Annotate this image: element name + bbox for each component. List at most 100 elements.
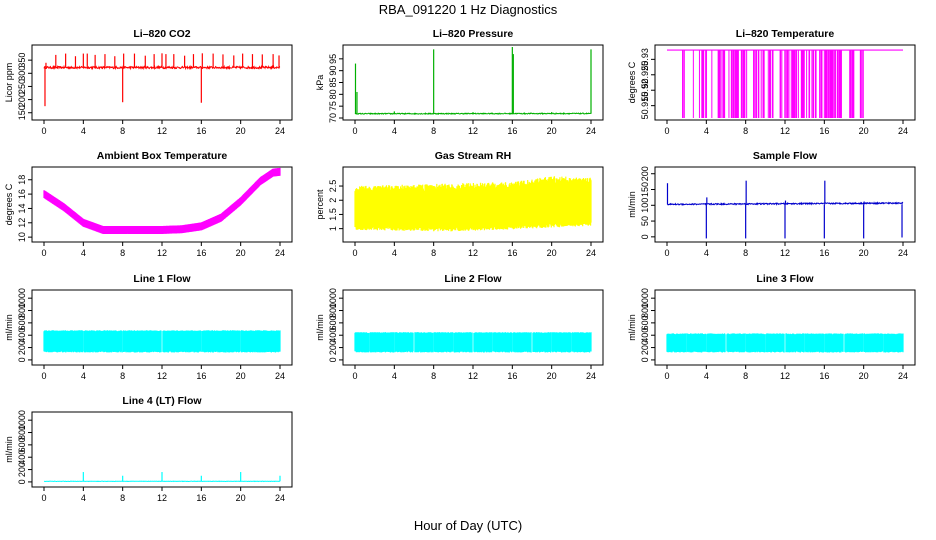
data-series-band <box>43 330 281 353</box>
x-tick-label: 12 <box>780 248 790 258</box>
x-tick-label: 0 <box>352 248 357 258</box>
x-tick-label: 24 <box>275 371 285 381</box>
y-tick-label: 250 <box>17 79 27 94</box>
x-tick-label: 16 <box>196 248 206 258</box>
y-tick-label: 200 <box>640 340 650 355</box>
chart-title: Line 1 Flow <box>133 273 191 285</box>
x-tick-label: 4 <box>704 126 709 136</box>
y-tick-label: 1 <box>328 226 338 231</box>
y-tick-label: 85 <box>328 77 338 87</box>
y-tick-label: 600 <box>17 315 27 330</box>
y-tick-label: 50.915 <box>640 92 650 120</box>
y-tick-label: 400 <box>17 328 27 343</box>
y-tick-label: 1000 <box>17 288 27 308</box>
x-tick-label: 0 <box>664 371 669 381</box>
x-tick-label: 4 <box>81 493 86 503</box>
x-tick-label: 8 <box>743 126 748 136</box>
x-tick-label: 16 <box>507 126 517 136</box>
x-tick-label: 20 <box>236 126 246 136</box>
y-tick-label: 50.925 <box>640 61 650 89</box>
x-tick-label: 20 <box>236 371 246 381</box>
y-axis-label: ml/min <box>4 436 14 463</box>
y-tick-label: 800 <box>17 425 27 440</box>
y-tick-label: 50.93 <box>640 48 650 71</box>
y-tick-label: 800 <box>328 303 338 318</box>
y-tick-label: 0 <box>640 234 650 239</box>
x-tick-label: 8 <box>743 248 748 258</box>
data-series-band <box>354 176 592 232</box>
x-tick-label: 0 <box>352 126 357 136</box>
y-tick-label: 1000 <box>17 410 27 430</box>
chart-panel-2: Li–820 Temperature degrees C 0 4 8 12 16 20 24 50… <box>627 28 916 136</box>
y-tick-label: 150 <box>640 182 650 197</box>
y-tick-label: 300 <box>17 66 27 81</box>
x-tick-label: 0 <box>41 126 46 136</box>
x-tick-label: 0 <box>41 371 46 381</box>
y-axis-label: percent <box>315 189 325 220</box>
x-tick-label: 20 <box>236 248 246 258</box>
x-tick-label: 20 <box>859 248 869 258</box>
x-tick-label: 16 <box>507 248 517 258</box>
y-tick-label: 16 <box>17 189 27 199</box>
y-tick-label: 2.5 <box>328 180 338 193</box>
y-tick-label: 18 <box>17 175 27 185</box>
y-axis-label: ml/min <box>627 191 637 218</box>
data-series-band <box>666 333 904 353</box>
chart-title: Ambient Box Temperature <box>97 150 228 162</box>
x-tick-label: 4 <box>81 371 86 381</box>
x-tick-label: 4 <box>704 248 709 258</box>
y-tick-label: 50 <box>640 216 650 226</box>
y-tick-label: 800 <box>17 303 27 318</box>
x-tick-label: 24 <box>275 126 285 136</box>
x-tick-label: 24 <box>586 126 596 136</box>
x-tick-label: 12 <box>157 248 167 258</box>
y-tick-label: 600 <box>328 315 338 330</box>
chart-title: Gas Stream RH <box>435 150 511 162</box>
data-series-band <box>43 167 281 234</box>
x-tick-label: 4 <box>392 248 397 258</box>
x-tick-label: 16 <box>819 248 829 258</box>
x-tick-label: 20 <box>547 126 557 136</box>
x-tick-label: 8 <box>743 371 748 381</box>
chart-panel-7: Line 2 Flow ml/min 0 4 8 12 16 20 24 0 20040060080… <box>315 273 604 381</box>
x-tick-label: 12 <box>468 126 478 136</box>
x-tick-label: 8 <box>120 126 125 136</box>
x-tick-label: 24 <box>898 126 908 136</box>
y-axis-label: ml/min <box>627 314 637 341</box>
x-tick-label: 8 <box>120 371 125 381</box>
y-tick-label: 200 <box>17 92 27 107</box>
y-axis-label: kPa <box>315 75 325 91</box>
x-tick-label: 16 <box>196 126 206 136</box>
x-tick-label: 0 <box>352 371 357 381</box>
y-tick-label: 2 <box>328 198 338 203</box>
x-tick-label: 4 <box>392 371 397 381</box>
y-tick-label: 70 <box>328 113 338 123</box>
y-tick-label: 0 <box>17 479 27 484</box>
x-tick-label: 20 <box>859 371 869 381</box>
x-tick-label: 24 <box>275 248 285 258</box>
y-tick-label: 12 <box>17 218 27 228</box>
x-tick-label: 20 <box>859 126 869 136</box>
x-tick-label: 20 <box>547 248 557 258</box>
y-tick-label: 200 <box>328 340 338 355</box>
x-tick-label: 24 <box>898 248 908 258</box>
y-tick-label: 1000 <box>640 288 650 308</box>
x-tick-label: 24 <box>586 371 596 381</box>
chart-panel-6: Line 1 Flow ml/min 0 4 8 12 16 20 24 0 20040060080… <box>4 273 293 381</box>
chart-panel-4: Gas Stream RH percent 0 4 8 12 16 20 24 1 1.5 2 2.5 <box>315 150 604 258</box>
x-tick-label: 0 <box>41 493 46 503</box>
x-tick-label: 4 <box>392 126 397 136</box>
plot-frame <box>342 289 604 366</box>
y-tick-label: 10 <box>17 232 27 242</box>
y-tick-label: 1.5 <box>328 208 338 221</box>
y-axis-label: degrees C <box>4 183 14 225</box>
y-tick-label: 50.92 <box>640 79 650 102</box>
chart-panel-3: Ambient Box Temperature degrees C 0 4 8 12 16 2… <box>4 150 293 258</box>
y-tick-label: 400 <box>17 450 27 465</box>
page-title: RBA_091220 1 Hz Diagnostics <box>378 2 558 17</box>
x-tick-label: 24 <box>275 493 285 503</box>
chart-title: Li–820 Pressure <box>433 28 514 40</box>
